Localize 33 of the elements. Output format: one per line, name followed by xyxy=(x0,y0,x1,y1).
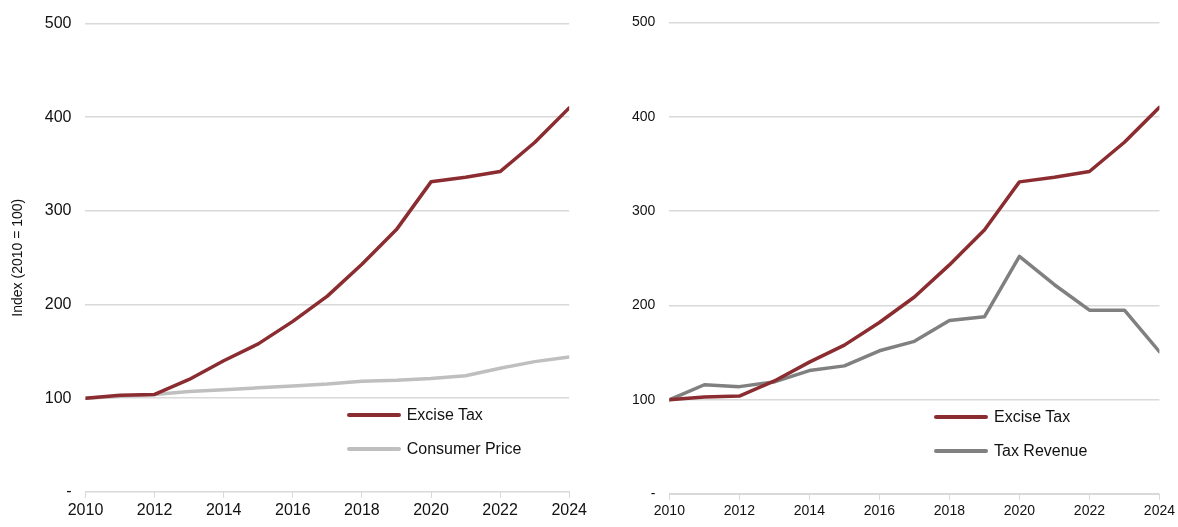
x-tick-label: 2014 xyxy=(793,502,826,519)
x-tick-label: 2022 xyxy=(482,500,518,518)
y-tick-label: 300 xyxy=(44,201,72,219)
y-tick-label: 400 xyxy=(632,107,656,124)
legend-label: Consumer Price xyxy=(406,440,522,459)
y-tick-label: 500 xyxy=(632,13,656,30)
y-tick-label: - xyxy=(66,482,72,500)
x-tick-label: 2020 xyxy=(1003,502,1036,519)
x-tick-label: 2012 xyxy=(136,500,173,518)
x-tick-label: 2014 xyxy=(205,500,242,518)
legend-label: Excise Tax xyxy=(993,407,1071,426)
x-tick-label: 2010 xyxy=(653,502,686,519)
y-tick-label: 200 xyxy=(632,296,656,313)
legend-label: Excise Tax xyxy=(406,406,483,425)
y-tick-label: 200 xyxy=(44,294,72,312)
y-axis-title: Index (2010 = 100) xyxy=(9,198,26,317)
x-tick-label: 2012 xyxy=(723,502,756,519)
x-tick-label: 2020 xyxy=(413,500,449,518)
x-tick-label: 2022 xyxy=(1073,502,1106,519)
y-tick-label: 100 xyxy=(44,388,72,406)
y-tick-label: 500 xyxy=(44,14,72,32)
legend-label: Tax Revenue xyxy=(993,441,1088,460)
y-tick-label: 400 xyxy=(44,107,72,125)
x-tick-label: 2018 xyxy=(933,502,966,519)
x-tick-label: 2024 xyxy=(551,500,588,518)
x-tick-label: 2016 xyxy=(863,502,896,519)
x-tick-label: 2010 xyxy=(67,500,104,518)
x-tick-label: 2018 xyxy=(344,500,380,518)
y-tick-label: 100 xyxy=(632,390,656,407)
x-tick-label: 2016 xyxy=(275,500,311,518)
y-tick-label: - xyxy=(650,485,656,502)
y-tick-label: 300 xyxy=(632,201,656,218)
x-tick-label: 2024 xyxy=(1143,502,1176,519)
